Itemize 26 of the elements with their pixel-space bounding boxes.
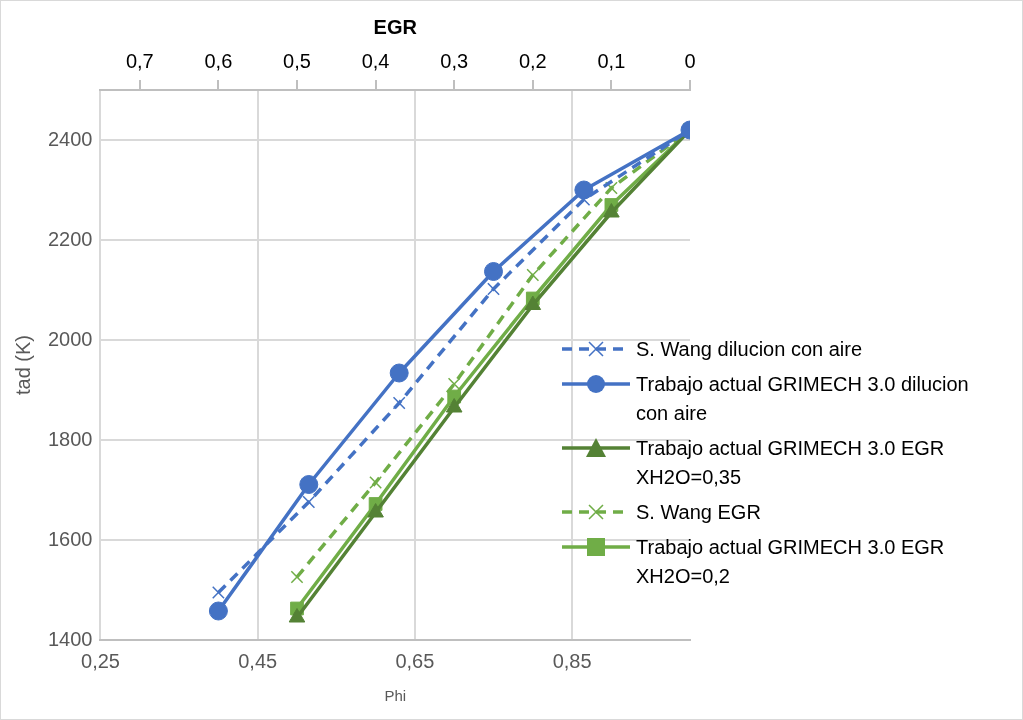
x2-tick-label: 0,4 <box>361 49 390 72</box>
x-tick-label: 0,45 <box>238 649 278 672</box>
y-axis-title: tad (K) <box>11 334 34 396</box>
legend-label: Trabajo actual GRIMECH 3.0 EGR XH2O=0,35 <box>636 436 946 490</box>
x-tick-label: 0,25 <box>81 649 120 672</box>
x2-tick-label: 0,6 <box>204 49 233 72</box>
x2-tick-label: 0,7 <box>125 49 154 72</box>
x-tick-label: 0,85 <box>552 649 592 672</box>
x2-tick-label: 0 <box>684 49 696 72</box>
legend-label: S. Wang EGR <box>636 500 762 525</box>
y-tick-label: 1600 <box>47 527 93 550</box>
x2-tick-label: 0,2 <box>518 49 547 72</box>
y-tick-label: 2000 <box>47 327 93 350</box>
x2-axis-title: EGR <box>373 15 418 38</box>
y-tick-label: 1800 <box>47 427 93 450</box>
legend-label: Trabajo actual GRIMECH 3.0 dilucion con aire <box>636 372 970 426</box>
y-tick-label: 2400 <box>47 127 93 150</box>
x-axis-title: Phi <box>384 687 407 705</box>
y-tick-label: 1400 <box>47 627 93 650</box>
legend-label: Trabajo actual GRIMECH 3.0 EGR XH2O=0,2 <box>636 535 946 589</box>
x-tick-label: 0,65 <box>395 649 435 672</box>
x2-tick-label: 0,5 <box>283 49 311 72</box>
x2-tick-label: 0,1 <box>597 49 626 72</box>
y-tick-label: 2200 <box>47 227 93 250</box>
x2-tick-label: 0,3 <box>440 49 469 72</box>
legend-label: S. Wang dilucion con aire <box>636 337 864 362</box>
